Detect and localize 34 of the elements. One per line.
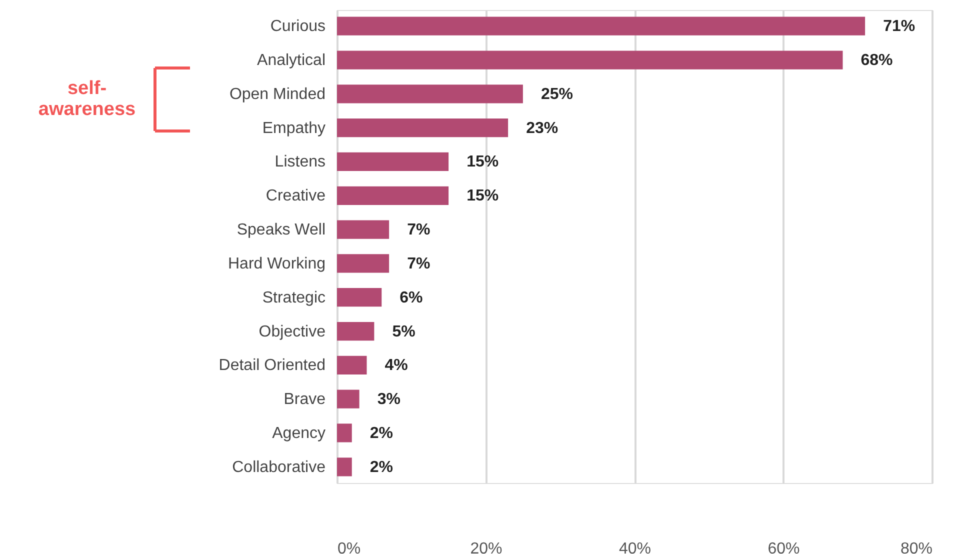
y-tick-label: Empathy <box>262 120 326 137</box>
text: self- awareness <box>38 78 136 120</box>
x-tick-label: 0% <box>338 540 361 554</box>
y-tick-label: Objective <box>258 323 326 340</box>
y-tick-label: Speaks Well <box>236 222 326 239</box>
data-label: 7% <box>407 222 430 239</box>
data-label: 4% <box>384 357 408 374</box>
data-label: 5% <box>392 323 416 340</box>
data-label: 3% <box>377 391 400 408</box>
y-tick-label: Collaborative <box>232 458 326 476</box>
y-tick-label: Hard Working <box>228 255 326 272</box>
data-label: 68% <box>860 52 893 70</box>
data-label: 15% <box>466 154 499 171</box>
x-tick-label: 20% <box>470 540 502 554</box>
x-tick-label: 80% <box>900 540 932 554</box>
y-tick-label: Brave <box>284 391 326 408</box>
y-tick-label: Creative <box>266 188 326 205</box>
x-tick-label: 40% <box>618 540 652 554</box>
data-label: 15% <box>466 188 499 205</box>
x-tick-label: 60% <box>768 540 800 554</box>
data-label: 25% <box>540 86 573 103</box>
y-tick-label: Curious <box>270 18 326 36</box>
y-tick-label: Agency <box>272 424 326 442</box>
y-tick-label: Analytical <box>257 52 326 70</box>
data-label: 71% <box>883 18 916 36</box>
data-label: 2% <box>370 424 393 442</box>
y-tick-label: Strategic <box>262 289 326 306</box>
data-label: 23% <box>526 120 558 137</box>
y-tick-label: Detail Oriented <box>218 357 326 374</box>
y-tick-label: Listens <box>274 154 326 171</box>
y-tick-label: Open Minded <box>229 86 326 103</box>
data-label: 2% <box>370 458 393 476</box>
data-label: 6% <box>400 289 423 306</box>
data-label: 7% <box>407 255 430 272</box>
